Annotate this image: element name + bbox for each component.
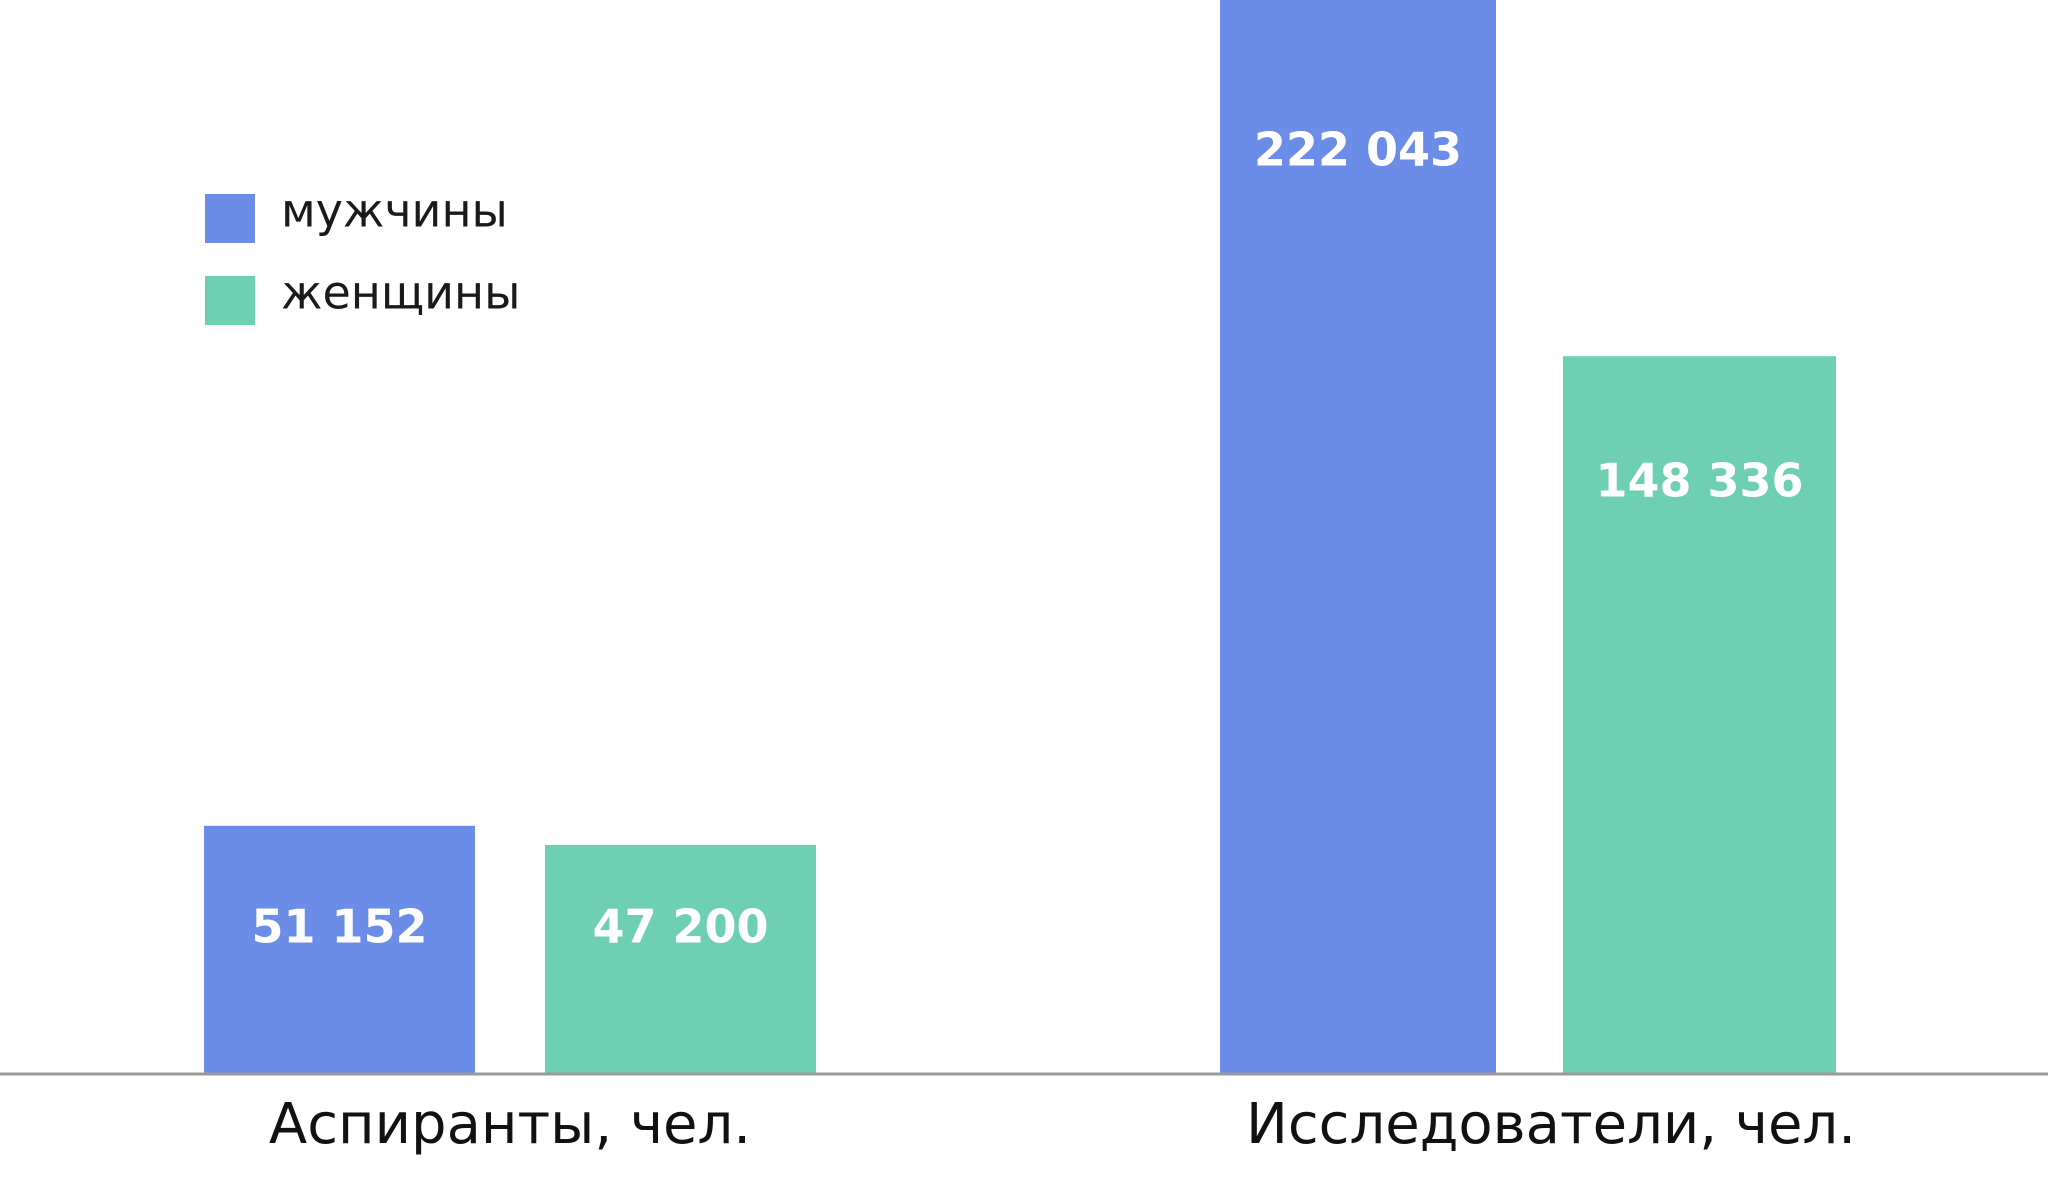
bars-layer — [204, 0, 1836, 1073]
data-label-men-researchers: 222 043 — [1254, 123, 1462, 177]
legend: мужчины женщины — [205, 184, 520, 325]
category-label-researchers: Исследователи, чел. — [1246, 1092, 1856, 1157]
bar-men-aspirants — [204, 825, 475, 1073]
value-labels-layer: 51 152 47 200 222 043 148 336 — [251, 123, 1803, 954]
data-label-women-researchers: 148 336 — [1595, 454, 1803, 508]
legend-label-men: мужчины — [281, 184, 508, 238]
bar-women-aspirants — [545, 844, 816, 1073]
category-labels-layer: Аспиранты, чел. Исследователи, чел. — [269, 1092, 1856, 1157]
category-label-aspirants: Аспиранты, чел. — [269, 1092, 751, 1157]
bar-women-researchers — [1563, 356, 1836, 1073]
legend-swatch-men — [205, 194, 255, 243]
data-label-men-aspirants: 51 152 — [251, 900, 427, 954]
legend-label-women: женщины — [281, 266, 520, 320]
legend-swatch-women — [205, 276, 255, 325]
bar-men-researchers — [1220, 0, 1496, 1073]
data-label-women-aspirants: 47 200 — [592, 900, 768, 954]
